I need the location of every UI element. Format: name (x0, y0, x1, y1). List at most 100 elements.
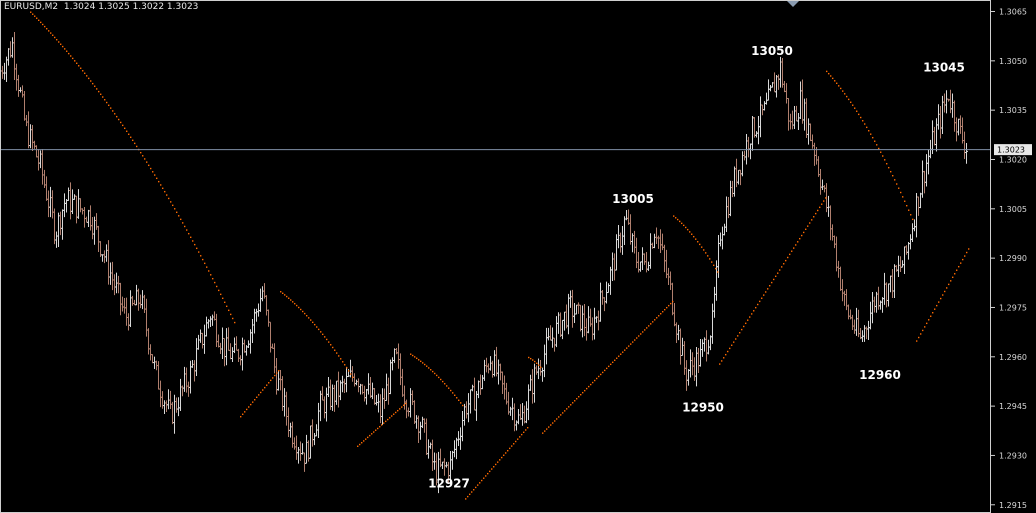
sar-dot (80, 67, 82, 69)
sar-dot (546, 428, 548, 430)
sar-dot (218, 289, 220, 292)
price-bar (227, 327, 230, 351)
sar-dot (438, 376, 440, 379)
sar-dot (405, 402, 407, 405)
sar-dot (848, 98, 850, 101)
sar-dot (956, 269, 958, 271)
sar-dot (495, 463, 497, 466)
swing-label: 12927 (428, 476, 470, 490)
sar-dot (517, 438, 519, 440)
sar-dot (264, 386, 266, 389)
price-bar (39, 150, 42, 169)
sar-dot (393, 413, 395, 415)
price-bar (211, 314, 214, 326)
sar-dot (888, 166, 890, 169)
price-bar (797, 112, 800, 131)
price-bar (183, 366, 186, 392)
price-bar (909, 234, 912, 250)
sar-dot (815, 212, 817, 215)
price-bar (719, 232, 722, 247)
sar-dot (592, 381, 594, 384)
sar-dot (813, 216, 815, 218)
price-bar (779, 56, 782, 88)
price-bar (845, 289, 848, 311)
sar-dot (765, 291, 767, 293)
sar-dot (946, 287, 948, 289)
price-bar (47, 190, 50, 218)
price-bar (51, 190, 54, 219)
price-bar (821, 179, 824, 190)
price-bar (241, 337, 244, 371)
price-bar (5, 56, 8, 83)
price-bar (455, 437, 458, 460)
price-bar (787, 98, 790, 131)
shift-marker-icon[interactable] (787, 1, 799, 7)
price-bar (295, 435, 298, 460)
price-bar (403, 385, 406, 410)
price-bar (621, 225, 624, 255)
sar-dot (892, 175, 894, 177)
sar-dot (570, 404, 572, 406)
price-bar (739, 169, 742, 186)
sar-dot (898, 187, 900, 189)
price-bar (1, 65, 4, 79)
sar-dot (84, 72, 86, 74)
price-bar (819, 168, 822, 195)
price-bar (89, 205, 92, 231)
price-bar (65, 198, 68, 213)
sar-dot (838, 85, 840, 87)
price-bar (417, 415, 420, 443)
sar-dot (775, 275, 777, 278)
price-bar (235, 336, 238, 351)
price-bar (543, 344, 546, 378)
price-bar (147, 328, 150, 355)
sar-dot (452, 392, 454, 394)
sar-dot (532, 359, 534, 361)
price-bar (597, 310, 600, 331)
price-bar (23, 91, 26, 121)
sar-dot (556, 418, 558, 420)
price-bar (441, 461, 444, 470)
price-bar (411, 390, 414, 405)
price-bar (105, 244, 108, 262)
price-bar (655, 227, 658, 244)
sar-dot (280, 291, 282, 293)
price-bar (777, 74, 780, 90)
sar-dot (426, 365, 428, 367)
sar-dot (260, 391, 262, 394)
price-bar (855, 307, 858, 336)
sar-dot (272, 377, 274, 379)
price-bar (109, 262, 112, 285)
price-bar (643, 253, 646, 265)
price-bar (557, 312, 560, 334)
sar-dot (359, 443, 361, 446)
price-bar (163, 400, 166, 415)
sar-dot (660, 313, 662, 315)
price-bar (223, 337, 226, 367)
price-bar (953, 100, 956, 132)
sar-dot (118, 118, 120, 121)
price-bar (473, 377, 476, 411)
sar-dot (268, 382, 270, 384)
price-bar (935, 118, 938, 152)
sar-dot (773, 278, 775, 281)
sar-dot (140, 151, 142, 154)
sar-dot (530, 357, 532, 360)
price-bar (357, 378, 360, 393)
sar-dot (785, 259, 787, 262)
price-bar (391, 357, 394, 371)
sar-dot (124, 127, 126, 130)
price-tick-label: 1.3065 (999, 8, 1027, 17)
price-bar (757, 115, 760, 145)
price-bar (369, 376, 372, 398)
sar-dot (954, 273, 956, 275)
sar-dot (90, 80, 92, 82)
sar-dot (381, 424, 383, 426)
sar-dot (180, 218, 182, 221)
sar-dot (164, 190, 166, 193)
sar-dot (882, 155, 884, 157)
price-bar (299, 441, 302, 461)
sar-dot (200, 255, 202, 257)
